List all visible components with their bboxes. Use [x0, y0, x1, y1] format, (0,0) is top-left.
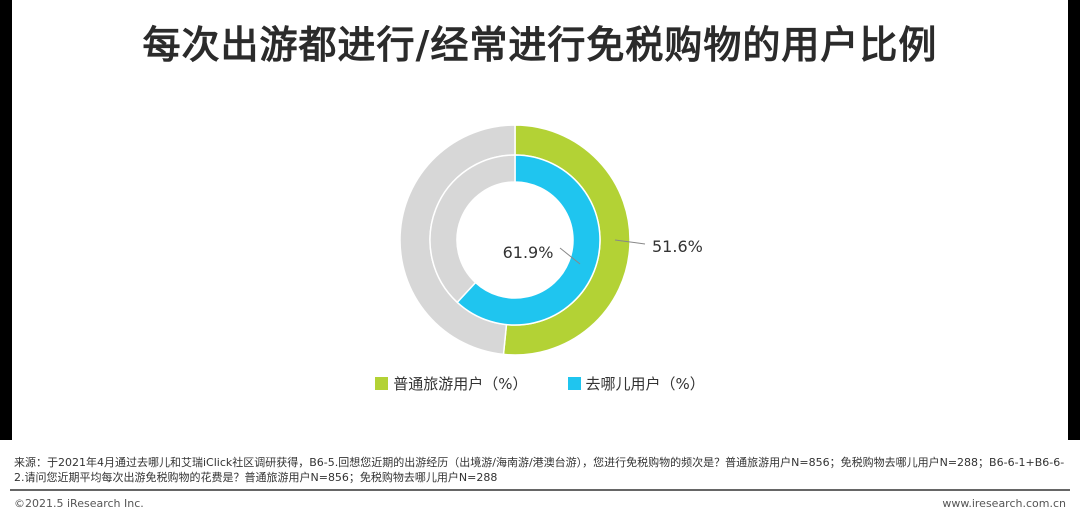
slice-inner-remainder — [429, 154, 516, 304]
legend-item-regular-users: 普通旅游用户（%） — [375, 372, 528, 394]
footer-divider — [10, 489, 1070, 491]
website-text: www.iresearch.com.cn — [942, 497, 1066, 510]
chart-title: 每次出游都进行/经常进行免税购物的用户比例 — [142, 23, 938, 67]
chart-legend: 普通旅游用户（%） 去哪儿用户（%） — [0, 372, 1080, 394]
right-frame-bar — [1068, 0, 1080, 440]
outer-label-leader — [614, 239, 646, 245]
inner-label-leader — [559, 247, 581, 265]
legend-item-qunar-users: 去哪儿用户（%） — [567, 372, 705, 394]
legend-swatch-blue — [567, 376, 581, 390]
source-note: 来源：于2021年4月通过去哪儿和艾瑞iClick社区调研获得，B6-5.回想您… — [14, 456, 1065, 484]
legend-label: 普通旅游用户（%） — [393, 374, 528, 393]
copyright-text: ©2021.5 iResearch Inc. — [14, 497, 144, 510]
slice-inner-value — [456, 154, 601, 326]
legend-swatch-green — [375, 376, 389, 390]
outer-data-label: 51.6% — [652, 237, 703, 256]
legend-label: 去哪儿用户（%） — [585, 374, 705, 393]
donut-chart: 51.6% 61.9% — [399, 124, 703, 356]
inner-data-label: 61.9% — [503, 243, 554, 262]
left-frame-bar — [0, 0, 12, 440]
